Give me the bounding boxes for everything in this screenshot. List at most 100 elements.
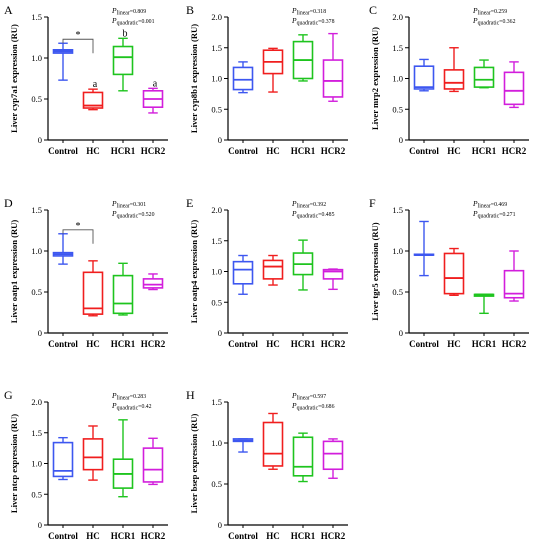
p-quadratic-subscript: quadratic <box>117 214 139 220</box>
y-tick-label: 1.0 <box>31 246 42 256</box>
x-tick-label: HC <box>266 146 280 156</box>
y-axis-label: Liver cyp8b1 expression (RU) <box>189 24 199 133</box>
group-letter: a <box>153 78 158 89</box>
box-hcr1 <box>112 262 134 316</box>
y-tick-label: 0.5 <box>31 489 42 499</box>
x-tick-label: HCR2 <box>321 146 346 156</box>
iqr-box <box>503 269 525 299</box>
p-linear: Plinear=0.469 <box>472 199 507 210</box>
box-hcr2 <box>322 32 344 102</box>
iqr-box <box>112 274 134 315</box>
y-axis-label: Liver mrp2 expression (RU) <box>370 27 380 130</box>
iqr-box <box>322 268 344 280</box>
y-tick-label: 0 <box>399 135 403 145</box>
y-tick-label: 1.0 <box>31 459 42 469</box>
p-linear-subscript: linear <box>297 204 310 210</box>
y-tick-label: 0.5 <box>392 104 403 114</box>
p-symbol: P <box>291 391 297 400</box>
p-linear: Plinear=0.809 <box>111 6 146 17</box>
p-quadratic: Pquadratic=0.520 <box>111 209 155 220</box>
significance-star: * <box>76 221 81 232</box>
p-symbol: P <box>111 6 117 15</box>
box-hcr1 <box>473 293 495 315</box>
box-control <box>413 220 435 277</box>
panel-b: B 0 0.5 1.0 1.5 2.0 Liver cyp8b1 expression (R… <box>186 3 348 156</box>
x-tick-label: Control <box>228 339 258 349</box>
p-quadratic: Pquadratic=0.42 <box>111 401 152 412</box>
p-linear-value: =0.392 <box>310 202 326 208</box>
box-control <box>52 42 74 81</box>
x-tick-label: HCR2 <box>141 339 166 349</box>
p-linear-value: =0.809 <box>130 9 146 15</box>
y-tick-label: 1.5 <box>31 12 42 22</box>
box-hcr2 <box>142 437 164 486</box>
x-tick-label: Control <box>48 146 78 156</box>
panel-c: C 0 0.5 1.0 1.5 2.0 Liver mrp2 expression (RU)… <box>369 3 529 156</box>
y-axis-label: Liver bsep expression (RU) <box>189 414 199 514</box>
p-quadratic-subscript: quadratic <box>297 21 319 27</box>
p-quadratic-value: =0.485 <box>318 212 334 218</box>
panel-a: A 0 0.5 1.0 1.5 Liver cyp7a1 expression (RU) C… <box>4 3 168 156</box>
p-linear-value: =0.259 <box>491 9 507 15</box>
p-linear-subscript: linear <box>297 11 310 17</box>
box-hc <box>82 425 104 481</box>
box-hc <box>262 412 284 470</box>
p-quadratic-subscript: quadratic <box>478 214 500 220</box>
p-quadratic: Pquadratic=0.686 <box>291 401 335 412</box>
y-tick-label: 1.5 <box>31 205 42 215</box>
panel-letter: D <box>4 196 13 210</box>
p-symbol: P <box>111 199 117 208</box>
p-quadratic-value: =0.271 <box>499 212 515 218</box>
iqr-box <box>112 45 134 76</box>
panel-letter: F <box>369 196 376 210</box>
p-linear-subscript: linear <box>297 396 310 402</box>
p-linear: Plinear=0.283 <box>111 391 146 402</box>
p-linear: Plinear=0.597 <box>291 391 326 402</box>
p-linear-value: =0.301 <box>130 202 146 208</box>
panel-letter: G <box>4 388 13 402</box>
x-tick-label: HCR1 <box>291 146 316 156</box>
x-tick-label: Control <box>409 339 439 349</box>
y-tick-label: 2.0 <box>392 12 403 22</box>
x-tick-label: HC <box>86 339 100 349</box>
box-hc <box>82 88 104 111</box>
p-quadratic-value: =0.520 <box>138 212 154 218</box>
panel-f: F 0 0.5 1.0 1.5 Liver tgr5 expression (RU) Con… <box>369 196 529 349</box>
y-axis-label: Liver ntcp expression (RU) <box>9 414 19 513</box>
x-tick-label: Control <box>228 146 258 156</box>
y-axis-label: Liver tgr5 expression (RU) <box>370 222 380 320</box>
y-axis-label: Liver oatp1 expression (RU) <box>9 220 19 324</box>
iqr-box <box>262 259 284 280</box>
box-hcr1 <box>112 419 134 498</box>
iqr-box <box>142 447 164 483</box>
panel-letter: H <box>186 388 195 402</box>
iqr-box <box>82 438 104 471</box>
p-symbol: P <box>472 6 478 15</box>
significance-star: * <box>76 30 81 41</box>
x-tick-label: HCR2 <box>141 531 166 541</box>
box-hcr1 <box>292 34 314 82</box>
p-quadratic-value: =0.686 <box>318 404 334 410</box>
y-tick-label: 0.5 <box>211 297 222 307</box>
y-tick-label: 0.5 <box>31 94 42 104</box>
y-tick-label: 0.5 <box>31 287 42 297</box>
y-tick-label: 0 <box>38 520 42 530</box>
box-hcr1 <box>112 37 134 92</box>
x-tick-label: Control <box>48 531 78 541</box>
box-hc <box>262 254 284 286</box>
x-tick-label: HCR1 <box>111 339 136 349</box>
box-control <box>232 61 254 94</box>
panel-letter: B <box>186 3 194 17</box>
y-tick-label: 1.0 <box>211 438 222 448</box>
iqr-box <box>473 66 495 88</box>
p-symbol: P <box>111 16 117 25</box>
p-symbol: P <box>472 209 478 218</box>
panel-letter: C <box>369 3 377 17</box>
y-tick-label: 0.5 <box>211 104 222 114</box>
panel-d: D 0 0.5 1.0 1.5 Liver oatp1 expression (RU) Co… <box>4 196 168 349</box>
p-symbol: P <box>111 209 117 218</box>
panel-e: E 0 0.5 1.0 1.5 2.0 Liver oatp4 expression (RU… <box>186 196 348 349</box>
p-linear-subscript: linear <box>478 11 491 17</box>
y-tick-label: 0.5 <box>392 287 403 297</box>
p-linear-value: =0.597 <box>310 394 326 400</box>
